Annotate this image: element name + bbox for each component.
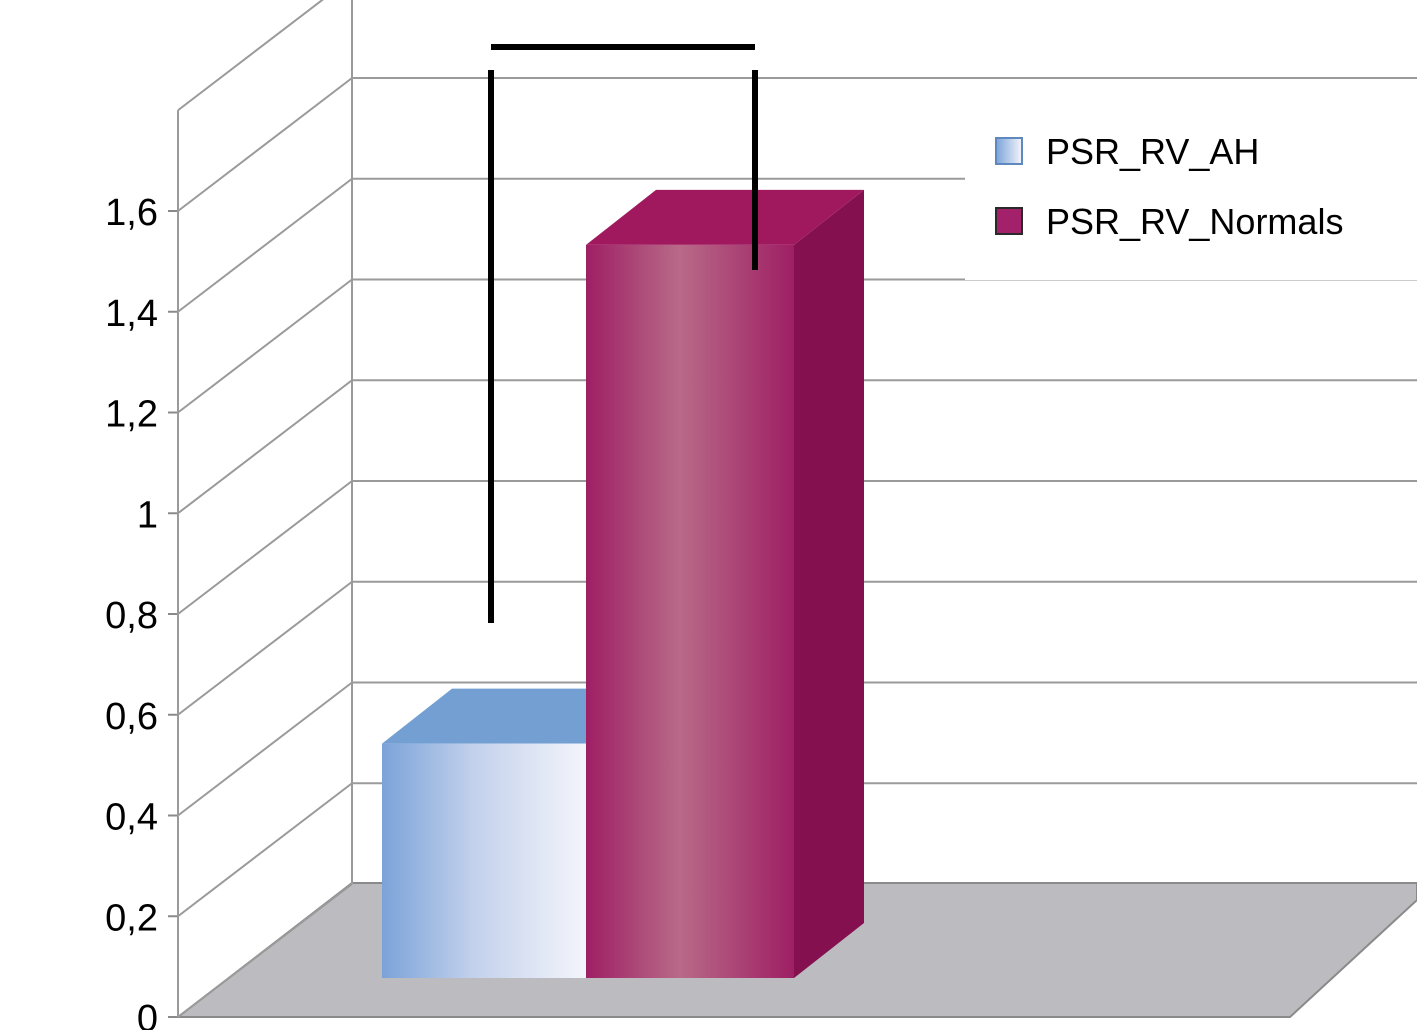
legend-swatch (995, 137, 1023, 165)
gridline-side (177, 177, 353, 313)
legend-label: PSR_RV_Normals (1046, 201, 1343, 242)
gridline-side (177, 782, 353, 918)
bars (382, 189, 864, 978)
y-tick-label: 1,2 (105, 394, 158, 436)
gridline-side (177, 278, 353, 414)
y-tick-label: 0,2 (105, 897, 158, 939)
bar-side (794, 189, 864, 978)
gridline-side (177, 883, 353, 1018)
y-tick-label: 0,6 (105, 696, 158, 738)
y-tick-label: 1,6 (105, 192, 158, 234)
y-tick-label: 1 (137, 494, 158, 536)
y-tick-label: 1,4 (105, 293, 158, 335)
gridline-side (177, 0, 324, 112)
y-axis: 0 0,2 0,4 0,6 0,8 1 1,2 1,4 1,6 (105, 0, 353, 1030)
legend: PSR_RV_AH PSR_RV_Normals (995, 131, 1343, 242)
gridline-side (177, 681, 353, 817)
gridlines (177, 0, 1417, 1018)
error-bars (488, 70, 758, 623)
y-tick-label: 0,4 (105, 797, 158, 839)
legend-swatch (995, 207, 1023, 235)
gridline-side (177, 77, 353, 212)
gridline-side (177, 480, 353, 615)
bar-front (382, 743, 586, 978)
legend-label: PSR_RV_AH (1046, 131, 1259, 172)
y-tick-label: 0,8 (105, 595, 158, 637)
bar-top (586, 189, 864, 245)
gridline-side (177, 580, 353, 716)
gridline-side (177, 379, 353, 515)
legend-background (965, 120, 1417, 280)
bar-front (586, 244, 794, 978)
y-tick-label: 0 (137, 998, 158, 1030)
